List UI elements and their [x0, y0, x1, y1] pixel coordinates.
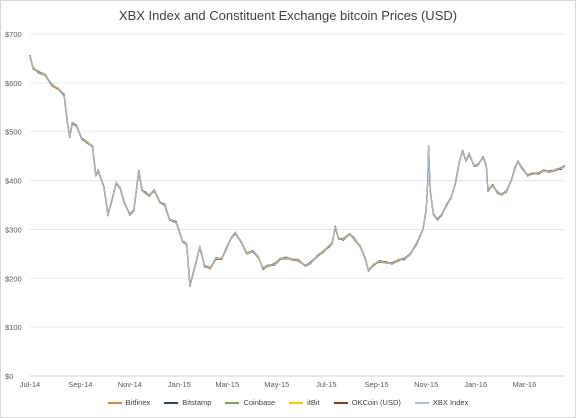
x-tick-label: Sep-15 [365, 380, 389, 389]
legend-swatch [164, 401, 179, 404]
x-tick-label: Jul-15 [316, 380, 336, 389]
legend: Bitfinex Bitstamp Coinbase itBit OKCoin (USD… [0, 398, 576, 407]
series-line-bitfinex [29, 55, 566, 287]
x-tick-label: Jan-15 [168, 380, 191, 389]
legend-label: Bitfinex [125, 398, 151, 407]
y-tick-label: $400 [5, 177, 22, 186]
legend-item: itBit [289, 398, 320, 407]
legend-item: Bitfinex [107, 398, 151, 407]
x-tick-label: Mar-15 [215, 380, 239, 389]
legend-label: XBX Index [432, 398, 469, 407]
legend-swatch [414, 401, 429, 404]
x-tick-label: Nov-15 [414, 380, 438, 389]
series-line-coinbase [29, 56, 222, 286]
series-line-xbx-index [29, 55, 566, 287]
gridlines [30, 33, 565, 377]
legend-swatch [289, 401, 304, 404]
legend-item: Coinbase [225, 398, 275, 407]
series-line-bitstamp [29, 54, 566, 287]
x-tick-label: May-15 [264, 380, 289, 389]
x-axis-ticks: Jul-14 Sep-14 Nov-14 Jan-15 Mar-15 May-15 Jul-… [20, 380, 537, 389]
x-tick-label: Nov-14 [118, 380, 142, 389]
y-tick-label: $200 [5, 274, 22, 283]
legend-label: Bitstamp [182, 398, 212, 407]
x-tick-label: Sep-14 [68, 380, 92, 389]
x-tick-label: Jan-16 [464, 380, 487, 389]
legend-item: XBX Index [414, 398, 469, 407]
x-tick-label: Mar-16 [513, 380, 537, 389]
y-tick-label: $700 [5, 30, 22, 39]
legend-label: Coinbase [243, 398, 276, 407]
y-tick-label: $500 [5, 128, 22, 137]
y-tick-label: $300 [5, 225, 22, 234]
legend-label: OKCoin (USD) [351, 398, 401, 407]
series-lines [29, 54, 566, 287]
legend-item: Bitstamp [164, 398, 211, 407]
series-line-itbit [29, 55, 566, 286]
y-tick-label: $0 [5, 372, 13, 381]
chart-title: XBX Index and Constituent Exchange bitco… [118, 8, 458, 23]
legend-item: OKCoin (USD) [333, 398, 401, 407]
y-tick-label: $100 [5, 323, 22, 332]
legend-label: itBit [307, 398, 320, 407]
y-axis-ticks: $0 $100 $200 $300 $400 $500 $600 $700 [5, 30, 22, 381]
legend-swatch [225, 401, 240, 404]
legend-swatch [333, 401, 348, 404]
legend-swatch [107, 401, 122, 404]
series-line-okcoin-usd- [29, 56, 566, 286]
x-tick-label: Jul-14 [20, 380, 40, 389]
y-tick-label: $600 [5, 79, 22, 88]
